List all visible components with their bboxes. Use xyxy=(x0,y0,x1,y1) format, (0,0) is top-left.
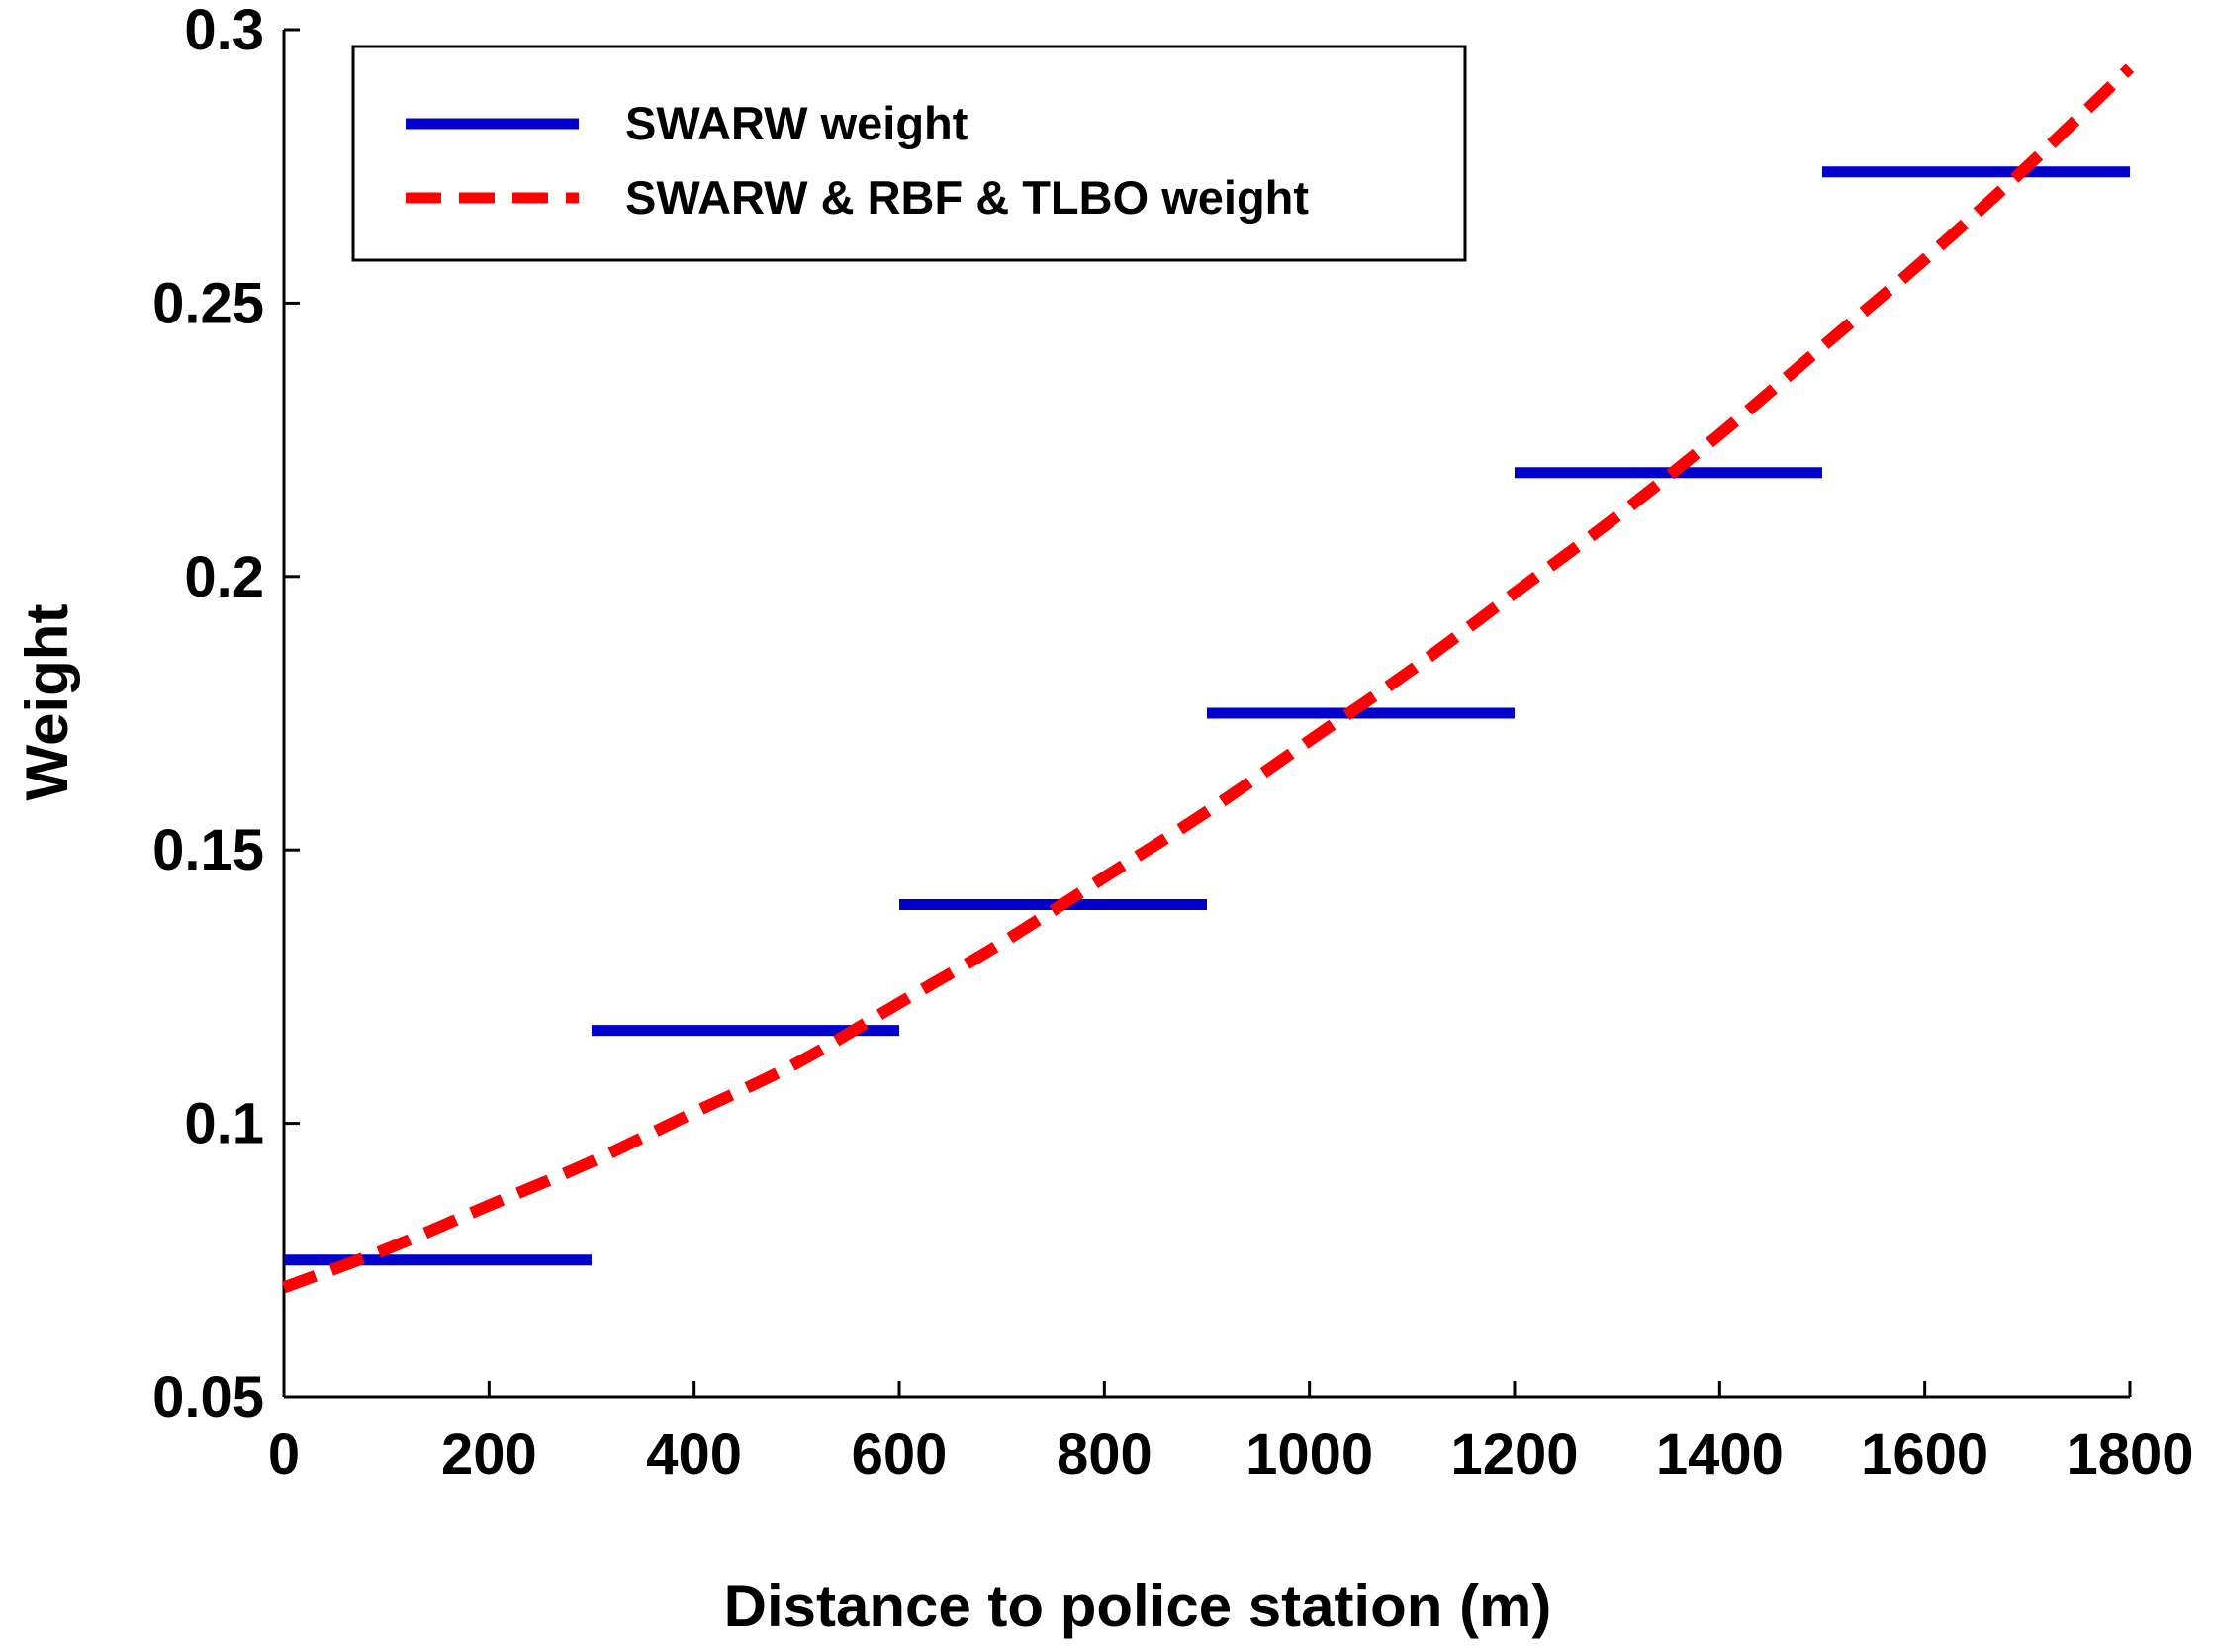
combined-weight-point xyxy=(284,1287,285,1288)
x-tick-label: 1200 xyxy=(1450,1423,1578,1487)
combined-weight-point xyxy=(592,1161,593,1162)
ticks: 0 200 400 600 800 1000 1200 1400 1600 1800 0.05 0.1… xyxy=(152,0,2193,1487)
combined-weight-point xyxy=(1616,515,1617,516)
legend-label-swarw: SWARW weight xyxy=(625,97,968,149)
combined-weight-point xyxy=(1412,669,1413,670)
axes xyxy=(282,30,2130,1399)
combined-weight-point xyxy=(489,1205,490,1206)
y-tick-label: 0.25 xyxy=(152,271,264,335)
legend-label-combined: SWARW & RBF & TLBO weight xyxy=(625,171,1309,224)
x-tick-label: 0 xyxy=(268,1423,300,1487)
x-tick-label: 1800 xyxy=(2066,1423,2193,1487)
x-tick-label: 1400 xyxy=(1656,1423,1784,1487)
combined-weight-point xyxy=(1515,593,1516,594)
x-tick-label: 1600 xyxy=(1861,1423,1988,1487)
combined-weight-point xyxy=(1822,346,1823,347)
x-tick-label: 1000 xyxy=(1245,1423,1373,1487)
series xyxy=(281,63,2135,1294)
y-tick-label: 0.3 xyxy=(184,0,264,62)
y-tick-label: 0.05 xyxy=(152,1365,264,1429)
combined-weight-point xyxy=(2027,166,2028,167)
y-tick-label: 0.2 xyxy=(184,545,264,609)
legend-box xyxy=(351,45,1467,262)
combined-weight-point xyxy=(899,1002,900,1003)
combined-weight-point xyxy=(1001,943,1002,944)
combined-weight-point xyxy=(1104,876,1105,877)
y-tick-label: 0.1 xyxy=(184,1092,264,1156)
combined-weight-curve xyxy=(281,63,2135,1294)
x-tick-label: 400 xyxy=(646,1423,742,1487)
y-axis-title: Weight xyxy=(14,604,80,801)
combined-weight-point xyxy=(1924,259,1925,260)
combined-weight-point xyxy=(1719,434,1720,435)
x-tick-label: 200 xyxy=(441,1423,537,1487)
x-tick-label: 800 xyxy=(1057,1423,1153,1487)
combined-weight-point xyxy=(796,1062,797,1063)
x-axis-title: Distance to police station (m) xyxy=(724,1573,1552,1639)
combined-weight-point xyxy=(1207,811,1208,812)
combined-weight-point xyxy=(693,1112,694,1113)
combined-weight-point xyxy=(2130,67,2131,68)
legend: SWARW weight SWARW & RBF & TLBO weight xyxy=(351,45,1467,262)
combined-weight-point xyxy=(1309,740,1310,741)
x-tick-label: 600 xyxy=(852,1423,948,1487)
y-tick-label: 0.15 xyxy=(152,818,264,882)
combined-weight-point xyxy=(386,1248,387,1249)
